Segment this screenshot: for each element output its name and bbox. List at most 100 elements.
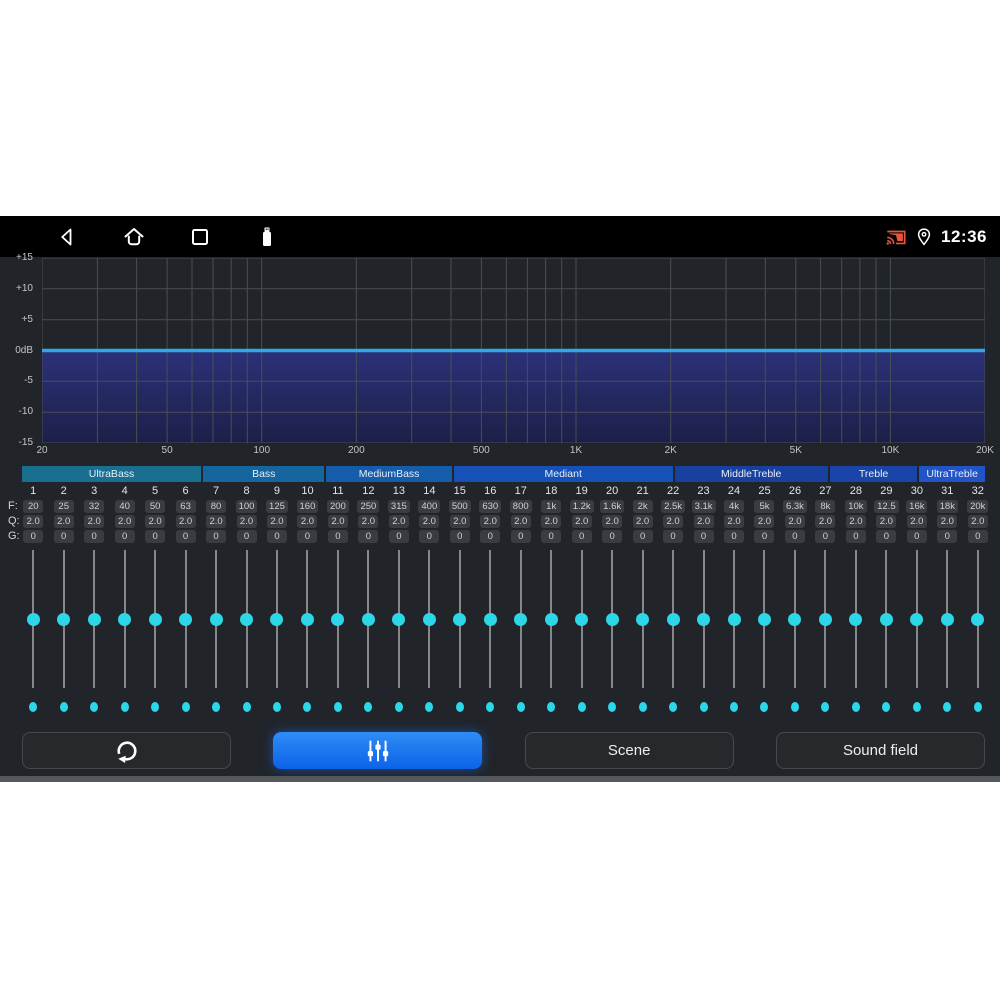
- q-value: 2.0: [145, 515, 166, 528]
- slider-knob[interactable]: [483, 612, 497, 626]
- channel-dot: [730, 702, 739, 712]
- frequency-value: 50: [145, 500, 166, 513]
- gain-slider-ch28[interactable]: [841, 550, 871, 688]
- slider-knob[interactable]: [575, 612, 589, 626]
- gain-slider-ch20[interactable]: [597, 550, 627, 688]
- slider-knob[interactable]: [605, 612, 619, 626]
- slider-knob[interactable]: [910, 612, 924, 626]
- slider-knob[interactable]: [514, 612, 528, 626]
- eq-channel-32-header: 32 20k 2.0 0: [963, 485, 993, 543]
- slider-knob[interactable]: [757, 612, 771, 626]
- recents-icon[interactable]: [188, 225, 212, 249]
- gain-value: 0: [510, 530, 531, 543]
- channel-dot: [608, 702, 617, 712]
- slider-knob[interactable]: [422, 612, 436, 626]
- slider-knob[interactable]: [179, 612, 193, 626]
- eq-channel-13-header: 13 315 2.0 0: [384, 485, 414, 543]
- gain-slider-ch18[interactable]: [536, 550, 566, 688]
- equalizer-button[interactable]: [273, 732, 483, 769]
- gain-slider-ch16[interactable]: [475, 550, 505, 688]
- channel-dot-wrap: [445, 702, 475, 712]
- gain-slider-ch17[interactable]: [506, 550, 536, 688]
- gain-slider-ch13[interactable]: [384, 550, 414, 688]
- slider-knob[interactable]: [940, 612, 954, 626]
- eq-channel-17-header: 17 800 2.0 0: [506, 485, 536, 543]
- channel-dot: [699, 702, 708, 712]
- channel-dot-wrap: [475, 702, 505, 712]
- gain-slider-ch15[interactable]: [445, 550, 475, 688]
- slider-knob[interactable]: [118, 612, 132, 626]
- x-tick-label: 2K: [664, 445, 677, 456]
- slider-knob[interactable]: [240, 612, 254, 626]
- gain-slider-ch11[interactable]: [323, 550, 353, 688]
- slider-knob[interactable]: [666, 612, 680, 626]
- sound-field-button[interactable]: Sound field: [775, 732, 985, 769]
- frequency-value: 80: [206, 500, 227, 513]
- slider-knob[interactable]: [788, 612, 802, 626]
- gain-slider-ch24[interactable]: [719, 550, 749, 688]
- gain-slider-ch4[interactable]: [109, 550, 139, 688]
- frequency-value: 16k: [906, 500, 928, 513]
- channel-dot: [973, 702, 982, 712]
- frequency-value: 2k: [632, 500, 653, 513]
- gain-slider-ch29[interactable]: [871, 550, 901, 688]
- slider-knob[interactable]: [57, 612, 71, 626]
- gain-slider-ch1[interactable]: [18, 550, 48, 688]
- band-group-Bass: Bass: [203, 466, 325, 482]
- slider-knob[interactable]: [727, 612, 741, 626]
- frequency-value: 20k: [967, 500, 989, 513]
- channel-dot: [912, 702, 921, 712]
- gain-slider-ch22[interactable]: [658, 550, 688, 688]
- channel-number: 17: [514, 485, 527, 497]
- gain-value: 0: [84, 530, 105, 543]
- gain-slider-ch8[interactable]: [231, 550, 261, 688]
- gain-slider-ch3[interactable]: [79, 550, 109, 688]
- gain-slider-ch26[interactable]: [780, 550, 810, 688]
- slider-knob[interactable]: [453, 612, 467, 626]
- scene-button[interactable]: Scene: [524, 732, 734, 769]
- eq-channel-11-header: 11 200 2.0 0: [323, 485, 353, 543]
- slider-knob[interactable]: [879, 612, 893, 626]
- frequency-value: 12.5: [874, 500, 899, 513]
- slider-knob[interactable]: [697, 612, 711, 626]
- slider-knob[interactable]: [331, 612, 345, 626]
- slider-knob[interactable]: [26, 612, 40, 626]
- gain-slider-ch5[interactable]: [140, 550, 170, 688]
- home-icon[interactable]: [122, 225, 146, 249]
- back-icon[interactable]: [55, 225, 79, 249]
- gain-slider-ch23[interactable]: [688, 550, 718, 688]
- frequency-value: 400: [418, 500, 441, 513]
- gain-slider-ch21[interactable]: [627, 550, 657, 688]
- slider-knob[interactable]: [87, 612, 101, 626]
- gain-slider-ch19[interactable]: [566, 550, 596, 688]
- gain-slider-ch2[interactable]: [48, 550, 78, 688]
- reset-button[interactable]: [22, 732, 231, 769]
- gain-slider-ch9[interactable]: [262, 550, 292, 688]
- x-tick-label: 10K: [881, 445, 900, 456]
- slider-knob[interactable]: [392, 612, 406, 626]
- slider-knob[interactable]: [270, 612, 284, 626]
- usb-drive-icon[interactable]: [255, 225, 279, 249]
- slider-knob[interactable]: [849, 612, 863, 626]
- gain-slider-ch25[interactable]: [749, 550, 779, 688]
- slider-knob[interactable]: [544, 612, 558, 626]
- gain-slider-ch12[interactable]: [353, 550, 383, 688]
- gain-slider-ch27[interactable]: [810, 550, 840, 688]
- slider-knob[interactable]: [971, 612, 985, 626]
- y-tick-label: -10: [18, 406, 33, 418]
- gain-value: 0: [175, 530, 196, 543]
- gain-slider-ch6[interactable]: [170, 550, 200, 688]
- slider-knob[interactable]: [361, 612, 375, 626]
- slider-knob[interactable]: [209, 612, 223, 626]
- slider-knob[interactable]: [148, 612, 162, 626]
- gain-slider-ch32[interactable]: [963, 550, 993, 688]
- gain-slider-ch31[interactable]: [932, 550, 962, 688]
- gain-slider-ch10[interactable]: [292, 550, 322, 688]
- slider-knob[interactable]: [300, 612, 314, 626]
- slider-knob[interactable]: [818, 612, 832, 626]
- gain-slider-ch7[interactable]: [201, 550, 231, 688]
- band-group-Treble: Treble: [829, 466, 918, 482]
- gain-slider-ch30[interactable]: [902, 550, 932, 688]
- slider-knob[interactable]: [636, 612, 650, 626]
- gain-slider-ch14[interactable]: [414, 550, 444, 688]
